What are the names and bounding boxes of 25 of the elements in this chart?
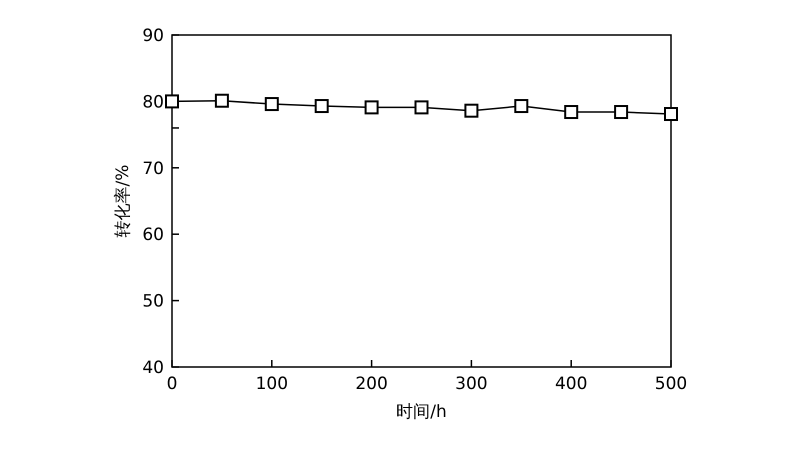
x-tick-label: 100 — [256, 374, 288, 394]
point — [664, 107, 678, 122]
point — [364, 100, 379, 114]
point — [464, 104, 478, 118]
point — [414, 100, 428, 114]
point — [314, 99, 329, 114]
x-tick-label: 400 — [554, 374, 588, 394]
x-tick-label: 200 — [355, 374, 388, 394]
y-tick-label: 80 — [142, 92, 164, 112]
x-tick-label: 500 — [654, 374, 688, 394]
point — [514, 99, 528, 114]
x-tick-label: 0 — [166, 374, 178, 394]
y-tick-label: 90 — [142, 26, 164, 46]
x-tick-label: 300 — [455, 374, 488, 394]
x-axis-title: 时间/h — [396, 402, 447, 422]
y-tick-label: 70 — [142, 158, 164, 179]
point — [564, 105, 578, 120]
y-axis-title: 转化率/% — [113, 164, 133, 238]
y-tick-label: 40 — [142, 358, 164, 378]
point — [214, 94, 229, 108]
point — [165, 94, 179, 108]
point — [264, 97, 279, 112]
y-tick-label: 60 — [142, 225, 164, 246]
point — [614, 105, 628, 120]
y-tick-label: 50 — [142, 292, 164, 312]
